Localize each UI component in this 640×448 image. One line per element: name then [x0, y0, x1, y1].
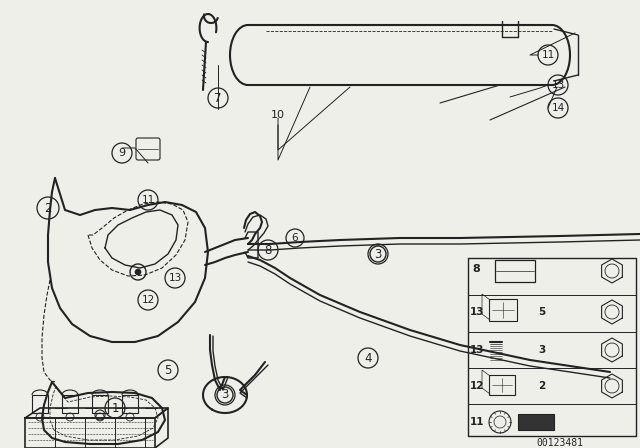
Text: 6: 6	[292, 233, 298, 243]
Text: 4: 4	[364, 352, 372, 365]
Text: 2: 2	[44, 202, 52, 215]
Text: 5: 5	[538, 307, 545, 317]
Text: 2: 2	[538, 381, 545, 391]
Text: 3: 3	[374, 247, 381, 260]
Text: 7: 7	[214, 91, 221, 104]
Text: 13: 13	[470, 307, 484, 317]
Text: 8: 8	[264, 244, 272, 257]
Text: 9: 9	[118, 148, 125, 158]
Text: 13: 13	[470, 345, 484, 355]
Circle shape	[135, 269, 141, 275]
Text: 13: 13	[168, 273, 182, 283]
Text: 3: 3	[538, 345, 545, 355]
Text: 11: 11	[141, 195, 155, 205]
Text: 11: 11	[541, 50, 555, 60]
Text: 12: 12	[141, 295, 155, 305]
Text: 10: 10	[271, 110, 285, 120]
Text: 14: 14	[552, 103, 564, 113]
Text: 11: 11	[470, 417, 484, 427]
Text: 3: 3	[221, 388, 228, 401]
Text: 13: 13	[552, 80, 564, 90]
Text: 00123481: 00123481	[536, 438, 584, 448]
Text: 8: 8	[472, 264, 480, 274]
Text: 12: 12	[470, 381, 484, 391]
FancyBboxPatch shape	[518, 414, 554, 430]
Text: 1: 1	[111, 401, 119, 414]
Text: 5: 5	[164, 363, 172, 376]
